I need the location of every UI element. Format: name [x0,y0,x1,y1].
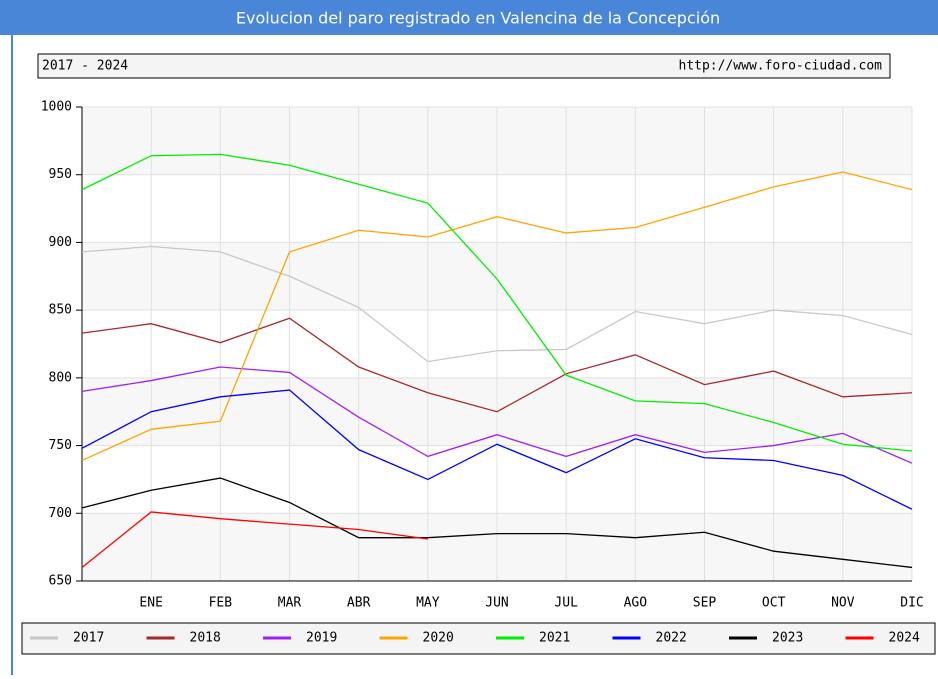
series-line [81,511,428,568]
chart-title: Evolucion del paro registrado en Valenci… [236,9,720,28]
x-tick-label: NOV [831,596,855,611]
subtitle-box [37,53,891,79]
series-line [81,317,913,413]
x-tick-label: DIC [900,596,923,611]
legend-label: 2023 [772,631,803,646]
x-tick-label: ABR [347,596,371,611]
y-tick-label: 750 [49,438,72,453]
title-bar [0,0,938,35]
source: http://www.foro-ciudad.com [679,59,883,74]
x-tick-label: SEP [693,596,717,611]
y-tick-label: 850 [49,303,72,318]
legend-label: 2018 [190,631,221,646]
y-tick-label: 650 [49,574,72,589]
y-tick-label: 900 [49,235,72,250]
series-line [81,153,913,452]
series-line [81,477,913,569]
series-line [81,171,913,462]
y-tick-label: 950 [49,167,72,182]
legend-label: 2017 [73,631,104,646]
legend-label: 2021 [539,631,570,646]
x-tick-label: MAR [278,596,302,611]
x-tick-label: AGO [624,596,648,611]
series-line [81,389,913,510]
subtitle: 2017 - 2024 [42,59,128,74]
series-line [81,366,913,464]
x-tick-label: JUN [485,596,508,611]
series-line [81,245,913,363]
x-tick-label: ENE [139,596,162,611]
legend-label: 2024 [889,631,920,646]
x-tick-label: MAY [416,596,440,611]
legend-label: 2022 [656,631,687,646]
y-tick-label: 1000 [41,100,72,115]
legend-label: 2019 [306,631,337,646]
y-tick-label: 700 [49,506,72,521]
x-tick-label: JUL [554,596,578,611]
legend-label: 2020 [423,631,454,646]
y-tick-label: 800 [49,370,72,385]
x-tick-label: FEB [209,596,233,611]
x-tick-label: OCT [762,596,786,611]
